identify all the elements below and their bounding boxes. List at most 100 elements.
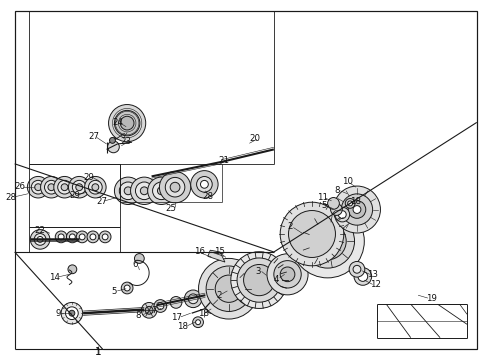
Circle shape <box>157 187 165 195</box>
Circle shape <box>84 176 106 198</box>
Text: 23: 23 <box>121 136 131 145</box>
Circle shape <box>37 237 43 242</box>
Circle shape <box>54 176 75 198</box>
Circle shape <box>334 207 349 222</box>
Text: 14: 14 <box>49 273 60 282</box>
Text: 3: 3 <box>255 267 261 276</box>
Circle shape <box>206 266 251 311</box>
Text: 13: 13 <box>366 270 377 279</box>
Circle shape <box>76 184 82 191</box>
Circle shape <box>352 206 360 213</box>
Circle shape <box>145 306 153 314</box>
Circle shape <box>330 204 342 215</box>
Text: 27: 27 <box>96 197 107 206</box>
Text: 6: 6 <box>132 260 138 269</box>
Circle shape <box>290 204 364 278</box>
Circle shape <box>61 302 82 324</box>
Circle shape <box>141 302 157 318</box>
Text: 2: 2 <box>286 221 292 230</box>
Circle shape <box>352 265 360 273</box>
Circle shape <box>196 176 212 192</box>
Circle shape <box>41 176 62 198</box>
Circle shape <box>87 231 99 243</box>
Circle shape <box>72 180 86 194</box>
Circle shape <box>215 275 242 302</box>
Text: 17: 17 <box>170 313 181 322</box>
Text: 20: 20 <box>249 134 260 143</box>
Text: 8: 8 <box>135 310 141 320</box>
Circle shape <box>120 116 134 130</box>
Text: 2: 2 <box>216 291 222 300</box>
Circle shape <box>184 290 202 307</box>
Circle shape <box>119 182 137 199</box>
Text: 28: 28 <box>202 192 213 201</box>
Circle shape <box>333 186 380 233</box>
Circle shape <box>27 176 49 198</box>
Circle shape <box>124 187 132 195</box>
Circle shape <box>357 271 367 282</box>
Text: 18: 18 <box>198 309 208 318</box>
Circle shape <box>69 234 75 240</box>
Text: 28: 28 <box>5 193 16 202</box>
Circle shape <box>114 133 120 139</box>
Circle shape <box>134 253 144 264</box>
Circle shape <box>121 282 133 294</box>
Circle shape <box>118 129 124 134</box>
Circle shape <box>102 234 108 240</box>
Text: 21: 21 <box>218 156 229 165</box>
Text: 18: 18 <box>350 197 361 206</box>
Circle shape <box>124 285 130 291</box>
Circle shape <box>135 182 153 199</box>
Circle shape <box>109 138 115 143</box>
Text: 18: 18 <box>177 323 188 331</box>
Text: 5: 5 <box>111 287 117 296</box>
Circle shape <box>76 231 88 243</box>
Circle shape <box>159 172 190 203</box>
Circle shape <box>140 187 148 195</box>
Text: 29: 29 <box>69 190 80 199</box>
Circle shape <box>280 267 294 282</box>
Circle shape <box>48 184 55 191</box>
Circle shape <box>35 184 41 191</box>
Text: 1: 1 <box>95 347 101 357</box>
Circle shape <box>353 268 371 285</box>
Circle shape <box>192 317 203 328</box>
Circle shape <box>347 201 352 206</box>
Circle shape <box>152 182 170 199</box>
Circle shape <box>154 300 166 312</box>
Text: 7: 7 <box>151 306 157 315</box>
Text: 24: 24 <box>112 118 122 127</box>
Circle shape <box>206 305 215 313</box>
Polygon shape <box>207 250 224 262</box>
Circle shape <box>65 307 78 320</box>
Circle shape <box>90 234 96 240</box>
Circle shape <box>68 265 77 274</box>
Circle shape <box>348 261 364 277</box>
Text: 19: 19 <box>425 294 436 303</box>
Circle shape <box>68 176 90 198</box>
Circle shape <box>200 180 208 188</box>
Circle shape <box>165 177 184 197</box>
Circle shape <box>157 302 163 310</box>
Circle shape <box>88 180 102 194</box>
Circle shape <box>273 261 301 288</box>
Circle shape <box>107 141 119 153</box>
Circle shape <box>99 231 111 243</box>
Circle shape <box>266 254 307 295</box>
Circle shape <box>308 222 346 260</box>
Text: 27: 27 <box>88 132 99 141</box>
Circle shape <box>237 258 281 302</box>
Circle shape <box>92 184 99 191</box>
Circle shape <box>195 320 200 325</box>
Circle shape <box>69 310 75 316</box>
Text: 26: 26 <box>14 182 25 191</box>
Circle shape <box>114 177 142 204</box>
Circle shape <box>345 198 354 208</box>
Circle shape <box>108 104 145 142</box>
Circle shape <box>288 211 335 257</box>
Text: 1: 1 <box>95 347 101 356</box>
Circle shape <box>338 211 346 219</box>
Circle shape <box>327 198 339 209</box>
Text: 29: 29 <box>83 172 94 181</box>
Circle shape <box>79 234 85 240</box>
